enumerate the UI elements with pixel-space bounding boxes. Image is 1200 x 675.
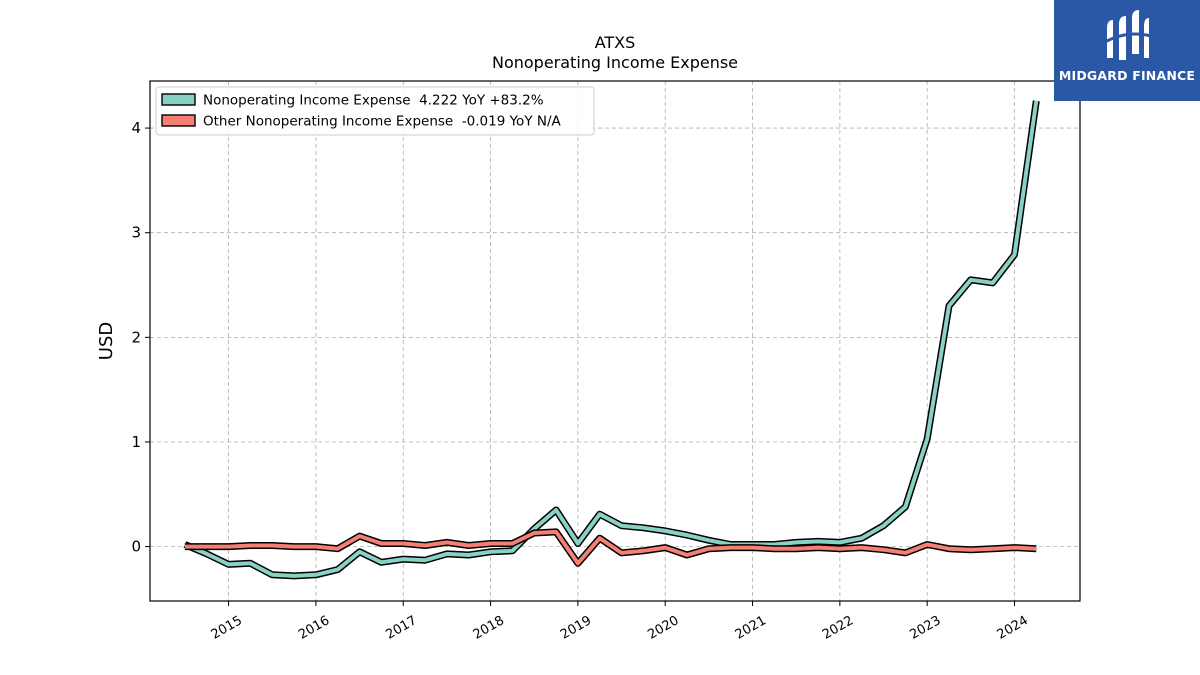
legend-swatch-other-nonoperating-income-expense bbox=[161, 114, 196, 127]
midgard-logo-icon bbox=[1104, 10, 1152, 60]
series-line bbox=[184, 529, 1037, 566]
series-outline bbox=[183, 100, 1040, 580]
x-tick-label: 2016 bbox=[296, 613, 332, 643]
legend-label-nonoperating-income-expense: Nonoperating Income Expense 4.222 YoY +8… bbox=[203, 93, 544, 109]
brand-name: MIDGARD FINANCE bbox=[1058, 68, 1196, 83]
plot-frame bbox=[149, 80, 1081, 602]
y-tick-label: 4 bbox=[131, 119, 141, 137]
series-line bbox=[184, 100, 1039, 578]
grid bbox=[150, 81, 1080, 601]
y-tick-label: 0 bbox=[131, 538, 141, 556]
x-tick-label: 2024 bbox=[995, 613, 1031, 643]
legend-label-other-nonoperating-income-expense: Other Nonoperating Income Expense -0.019… bbox=[203, 114, 562, 130]
brand-logo: MIDGARD FINANCE bbox=[1054, 0, 1200, 101]
x-tick-label: 2019 bbox=[558, 613, 594, 643]
x-tick-label: 2015 bbox=[209, 613, 245, 643]
y-axis-label: USD bbox=[96, 322, 117, 360]
x-tick-label: 2023 bbox=[907, 613, 943, 643]
chart-subtitle: Nonoperating Income Expense bbox=[492, 53, 738, 72]
y-tick-label: 2 bbox=[131, 328, 141, 346]
x-tick-label: 2020 bbox=[645, 613, 681, 643]
chart-title: ATXS bbox=[595, 33, 636, 52]
legend: Nonoperating Income Expense 4.222 YoY +8… bbox=[155, 86, 595, 136]
series-1 bbox=[184, 528, 1037, 567]
x-tick-label: 2022 bbox=[820, 613, 856, 643]
legend-swatch-nonoperating-income-expense bbox=[161, 93, 196, 106]
y-tick-label: 3 bbox=[131, 224, 141, 242]
x-tick-label: 2018 bbox=[471, 613, 507, 643]
y-tick-label: 1 bbox=[131, 433, 141, 451]
legend-box bbox=[155, 86, 595, 136]
x-tick-label: 2021 bbox=[733, 613, 769, 643]
series-0 bbox=[183, 100, 1040, 580]
series-group bbox=[183, 100, 1040, 580]
x-tick-label: 2017 bbox=[383, 613, 419, 643]
